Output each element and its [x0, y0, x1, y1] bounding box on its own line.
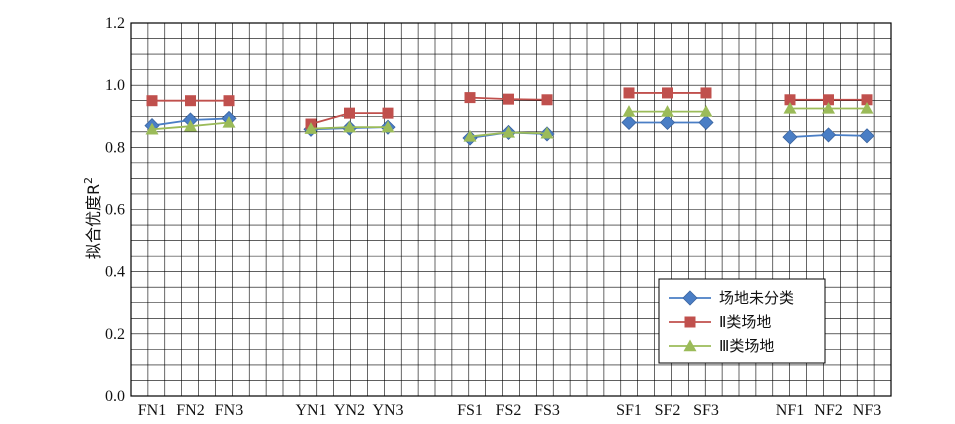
data-point	[784, 94, 796, 106]
y-axis-title-text: 拟合优度R	[84, 184, 103, 259]
x-axis-tick-labels: FN1 FN2 FN3 YN1 YN2 YN3 FS1 FS2 FS3 SF1 SF2 SF3 NF1 N…	[138, 402, 881, 419]
legend-item: 场地未分类	[669, 289, 794, 307]
data-point	[822, 101, 835, 114]
legend: 场地未分类 Ⅱ类场地 Ⅲ类场地	[658, 278, 826, 364]
legend-item: Ⅱ类场地	[669, 313, 771, 331]
data-point	[382, 107, 394, 119]
series-lines	[144, 87, 875, 146]
data-point	[623, 87, 635, 99]
data-point	[223, 95, 235, 107]
x-tick-label: YN2	[334, 402, 365, 419]
data-point	[823, 94, 834, 106]
y-tick-label: 1.0	[105, 77, 125, 94]
x-tick-label: NF2	[814, 402, 842, 419]
data-point	[541, 94, 553, 106]
series-triangle	[145, 101, 874, 142]
x-tick-label: NF3	[853, 402, 881, 419]
y-tick-label: 0.8	[105, 139, 125, 156]
y-tick-label: 0.2	[105, 326, 125, 343]
data-point	[463, 129, 477, 142]
legend-label: Ⅲ类场地	[719, 337, 774, 355]
data-point	[661, 105, 674, 117]
data-point	[502, 125, 515, 138]
legend-label: 场地未分类	[719, 289, 794, 307]
data-point	[659, 114, 676, 131]
y-tick-label: 1.2	[105, 15, 125, 32]
y-axis-title-superscript: 2	[82, 177, 95, 184]
x-tick-label: FN2	[176, 402, 204, 419]
series-square	[146, 87, 873, 130]
data-point	[700, 87, 712, 99]
x-tick-label: NF1	[776, 402, 804, 419]
data-point	[782, 129, 798, 145]
legend-label: Ⅱ类场地	[719, 313, 771, 331]
data-point	[185, 95, 196, 107]
data-point	[622, 105, 636, 117]
y-tick-label: 0.6	[105, 202, 125, 219]
data-point	[662, 87, 673, 99]
y-axis-title: 拟合优度R2	[82, 177, 103, 259]
plot-border	[130, 22, 892, 397]
data-point	[860, 101, 874, 114]
data-point	[343, 120, 356, 133]
data-point	[304, 122, 318, 134]
data-point	[381, 120, 395, 133]
data-point	[621, 114, 637, 131]
data-point	[503, 93, 514, 105]
data-point	[344, 107, 355, 119]
x-tick-label: YN3	[372, 402, 403, 419]
y-tick-label: 0.4	[105, 264, 125, 281]
x-tick-label: FS1	[457, 402, 483, 419]
y-tick-label: 0.0	[105, 388, 125, 405]
data-point	[783, 101, 797, 114]
x-tick-label: FN1	[138, 402, 166, 419]
data-point	[859, 128, 875, 144]
data-point	[146, 95, 158, 107]
x-tick-label: FS2	[496, 402, 522, 419]
legend-item: Ⅲ类场地	[669, 337, 774, 355]
legend-marker	[683, 339, 697, 352]
data-point	[820, 127, 837, 143]
x-tick-label: FN3	[215, 402, 243, 419]
data-point	[184, 119, 197, 132]
data-point	[145, 122, 159, 135]
x-tick-label: SF2	[655, 402, 681, 419]
data-point	[699, 105, 713, 117]
legend-marker	[684, 316, 696, 328]
legend-marker	[682, 290, 698, 306]
data-point	[464, 92, 476, 104]
data-point	[222, 115, 236, 128]
x-tick-label: FS3	[534, 402, 560, 419]
y-axis-ticks: 0.0 0.2 0.4 0.6 0.8 1.0 1.2	[105, 15, 125, 405]
data-point	[698, 114, 714, 131]
data-point	[540, 126, 554, 139]
data-point	[861, 94, 873, 106]
x-tick-label: SF3	[693, 402, 719, 419]
x-tick-label: SF1	[616, 402, 642, 419]
x-tick-label: YN1	[295, 402, 326, 419]
